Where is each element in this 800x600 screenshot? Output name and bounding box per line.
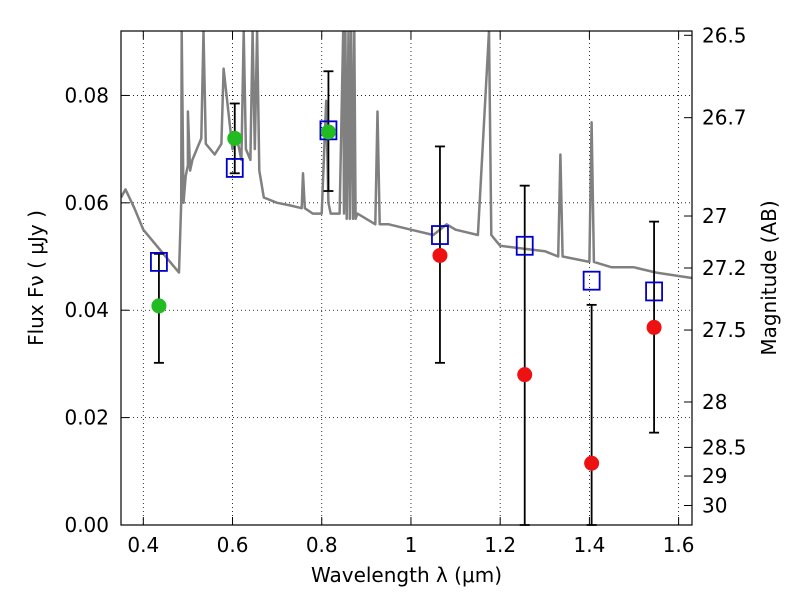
x-tick-label: 0.6 xyxy=(217,533,249,557)
right-tick-label: 28.5 xyxy=(702,435,747,459)
x-tick-label: 1.6 xyxy=(663,533,695,557)
observed-point-marker xyxy=(584,455,600,471)
axis-ticks: 0.4 0.6 0.8 1 1.2 1.4 1.6 0.00 0.02 0.04 0.06 0.08 2… xyxy=(64,23,746,557)
y-tick-label: 0.04 xyxy=(64,298,109,322)
observed-point-marker xyxy=(227,130,243,146)
model-square-marker xyxy=(150,251,168,272)
y-tick-label: 0.00 xyxy=(64,513,109,537)
y-tick-label: 0.06 xyxy=(64,191,109,215)
right-axis-label: Magnitude (AB) xyxy=(757,200,781,355)
right-tick-label: 28 xyxy=(702,390,727,414)
right-tick-label: 27 xyxy=(702,204,727,228)
observed-point-marker xyxy=(646,319,662,335)
observed-point-marker xyxy=(432,247,448,263)
model-square-marker xyxy=(645,281,663,302)
x-tick-label: 1 xyxy=(405,533,418,557)
error-bars xyxy=(153,70,660,526)
y-tick-label: 0.02 xyxy=(64,406,109,430)
model-square-marker xyxy=(515,235,534,256)
spectrum-line xyxy=(121,31,692,280)
x-axis-label: Wavelength λ (μm) xyxy=(311,563,502,587)
right-tick-label: 30 xyxy=(702,494,727,518)
right-tick-label: 27.2 xyxy=(702,256,747,280)
right-tick-label: 26.7 xyxy=(702,106,747,130)
plot-area xyxy=(121,31,692,280)
model-square-marker xyxy=(225,158,244,178)
plot-frame xyxy=(120,30,693,526)
x-tick-label: 1.4 xyxy=(573,533,605,557)
model-square-marker xyxy=(431,225,449,245)
model-square-marker xyxy=(582,270,601,291)
observed-point-marker xyxy=(151,298,167,314)
right-tick-label: 29 xyxy=(702,464,727,488)
data-markers xyxy=(150,120,663,471)
x-tick-label: 1.2 xyxy=(484,533,516,557)
y-tick-label: 0.08 xyxy=(64,83,109,107)
x-tick-label: 0.8 xyxy=(306,533,338,557)
x-tick-label: 0.4 xyxy=(127,533,159,557)
observed-point-marker xyxy=(517,367,533,383)
right-tick-label: 26.5 xyxy=(702,23,747,47)
grid-lines xyxy=(121,31,692,525)
observed-point-marker xyxy=(320,124,336,140)
y-axis-label: Flux Fν ( μJy ) xyxy=(24,210,48,346)
right-tick-label: 27.5 xyxy=(702,318,747,342)
